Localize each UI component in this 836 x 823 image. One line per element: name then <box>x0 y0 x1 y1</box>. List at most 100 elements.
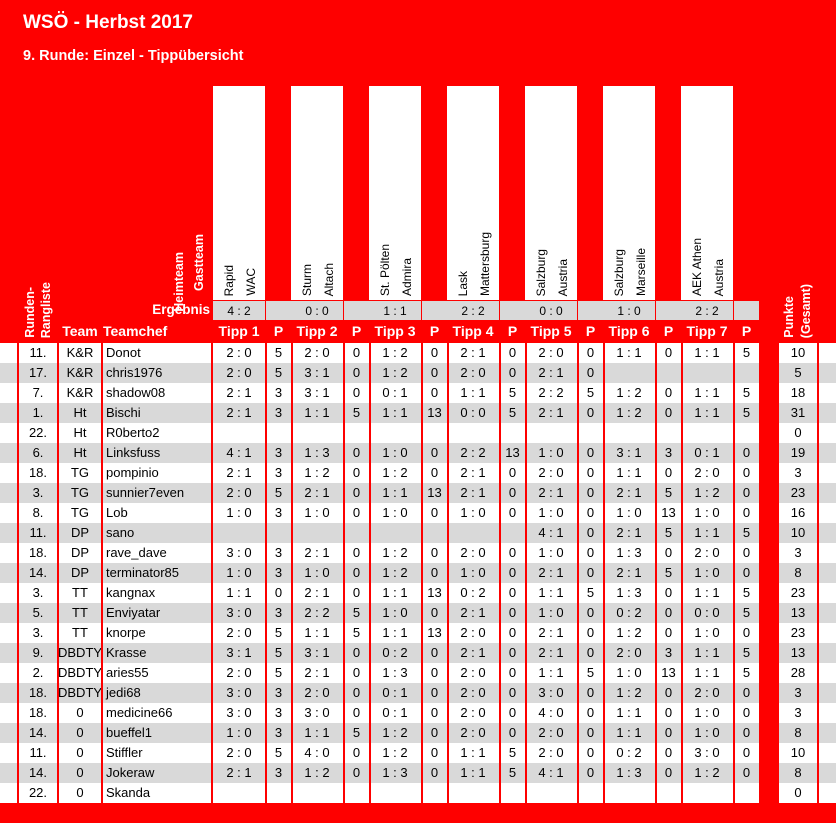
rank-cell: 18. <box>28 465 48 480</box>
tipp-cell: 1 : 0 <box>226 565 252 580</box>
points-cell: 0 <box>586 545 595 560</box>
tipp-cell: 2 : 2 <box>460 445 486 460</box>
points-cell: 5 <box>274 365 283 380</box>
points-cell: 0 <box>508 505 517 520</box>
column-separator <box>655 343 657 803</box>
tipp-cell: 2 : 0 <box>460 665 486 680</box>
table-row: 11. K&R Donot 2 : 0 5 2 : 0 0 1 : 2 0 2 : 1 0 2 : 0… <box>0 343 836 363</box>
points-cell: 0 <box>586 405 595 420</box>
teamchef-cell: Skanda <box>106 785 151 800</box>
points-cell: 0 <box>664 725 673 740</box>
points-header: P <box>741 323 752 339</box>
tipp-cell: 2 : 1 <box>304 665 330 680</box>
teamchef-cell: bueffel1 <box>106 725 153 740</box>
total-points-cell: 3 <box>794 465 802 480</box>
result-value: 4 : 2 <box>213 301 265 320</box>
column-separator <box>369 343 371 803</box>
column-separator <box>577 343 579 803</box>
tipp-cell: 1 : 2 <box>382 565 408 580</box>
table-row: 22. Ht R0berto2 0 <box>0 423 836 443</box>
punkte-label-2: (Gesamt) <box>799 283 813 338</box>
points-cell: 5 <box>352 625 361 640</box>
column-separator <box>421 343 423 803</box>
tipp-cell: 1 : 1 <box>616 465 642 480</box>
team-cell: TT <box>72 625 88 640</box>
teamchef-cell: kangnax <box>106 585 156 600</box>
rank-cell: 2. <box>32 665 44 680</box>
home-team: Salzburg <box>534 248 548 296</box>
points-cell: 5 <box>664 525 673 540</box>
points-cell: 0 <box>430 545 439 560</box>
tipp-cell: 1 : 2 <box>304 465 330 480</box>
tipp-cell: 2 : 0 <box>460 625 486 640</box>
tipp-cell: 2 : 1 <box>304 485 330 500</box>
tipp-cell: 3 : 0 <box>538 685 564 700</box>
total-points-cell: 23 <box>790 625 806 640</box>
tipp-cell: 4 : 0 <box>304 745 330 760</box>
points-cell: 0 <box>430 445 439 460</box>
points-cell: 5 <box>742 665 751 680</box>
table-row: 1. Ht Bischi 2 : 1 3 1 : 1 5 1 : 1 13 0 : 0 5 2 : 1… <box>0 403 836 423</box>
tipp-cell: 0 : 0 <box>694 605 720 620</box>
tipp-cell: 1 : 0 <box>382 605 408 620</box>
teamchef-cell: rave_dave <box>106 545 167 560</box>
points-cell: 0 <box>430 385 439 400</box>
teamchef-cell: Bischi <box>106 405 141 420</box>
tipp-cell: 1 : 2 <box>382 745 408 760</box>
tipp-cell: 1 : 1 <box>460 745 486 760</box>
tipp-cell: 3 : 0 <box>226 545 252 560</box>
total-points-cell: 3 <box>794 685 802 700</box>
table-row: 18. 0 medicine66 3 : 0 3 3 : 0 0 0 : 1 0 2 : 0 0 4 … <box>0 703 836 723</box>
points-cell: 3 <box>664 445 673 460</box>
tipp-cell: 2 : 1 <box>460 645 486 660</box>
tipp-cell: 2 : 1 <box>226 385 252 400</box>
away-team: WAC <box>244 268 258 296</box>
rank-cell: 22. <box>28 425 48 440</box>
points-cell: 0 <box>430 705 439 720</box>
tipp-cell: 1 : 1 <box>382 405 408 420</box>
total-points-cell: 10 <box>790 525 806 540</box>
points-cell: 5 <box>742 605 751 620</box>
points-cell: 5 <box>274 665 283 680</box>
total-points-cell: 23 <box>790 585 806 600</box>
points-cell <box>422 423 447 443</box>
tipp-cell: 1 : 0 <box>304 565 330 580</box>
total-points-cell: 3 <box>794 705 802 720</box>
page-title: WSÖ - Herbst 2017 <box>23 12 193 33</box>
tipp-cell: 2 : 0 <box>304 345 330 360</box>
result-spacer <box>734 301 759 320</box>
tipp-cell: 1 : 1 <box>616 725 642 740</box>
tipp-cell: 2 : 0 <box>538 345 564 360</box>
tipp-cell: 2 : 1 <box>538 565 564 580</box>
rank-cell: 17. <box>28 365 48 380</box>
team-cell: TG <box>70 465 90 480</box>
tipp-cell: 1 : 1 <box>616 705 642 720</box>
points-cell: 0 <box>508 565 517 580</box>
points-cell: 0 <box>508 625 517 640</box>
team-cell: 0 <box>76 765 84 780</box>
points-cell: 0 <box>430 465 439 480</box>
column-separator <box>817 343 819 803</box>
points-cell: 5 <box>742 385 751 400</box>
total-points-cell: 31 <box>790 405 806 420</box>
rank-cell: 11. <box>29 345 47 360</box>
points-cell: 0 <box>586 565 595 580</box>
total-points-cell: 18 <box>790 385 806 400</box>
column-separator <box>681 343 683 803</box>
tipp-cell: 1 : 2 <box>382 545 408 560</box>
tipp-header: Tipp 2 <box>296 323 338 339</box>
tipp-cell: 2 : 1 <box>304 585 330 600</box>
points-cell: 0 <box>352 685 361 700</box>
result-spacer <box>656 301 681 320</box>
points-cell: 0 <box>352 565 361 580</box>
table-row: 22. 0 Skanda 0 <box>0 783 836 803</box>
points-cell: 0 <box>742 725 751 740</box>
tipp-cell: 1 : 0 <box>538 605 564 620</box>
table-row: 17. K&R chris1976 2 : 0 5 3 : 1 0 1 : 2 0 2 : 0 0 2… <box>0 363 836 383</box>
tipp-cell: 1 : 1 <box>382 585 408 600</box>
team-cell: DBDTY <box>58 645 103 660</box>
tipp-cell: 2 : 1 <box>460 465 486 480</box>
tipp-cell: 0 : 1 <box>382 385 408 400</box>
tipp-cell: 1 : 1 <box>694 345 720 360</box>
